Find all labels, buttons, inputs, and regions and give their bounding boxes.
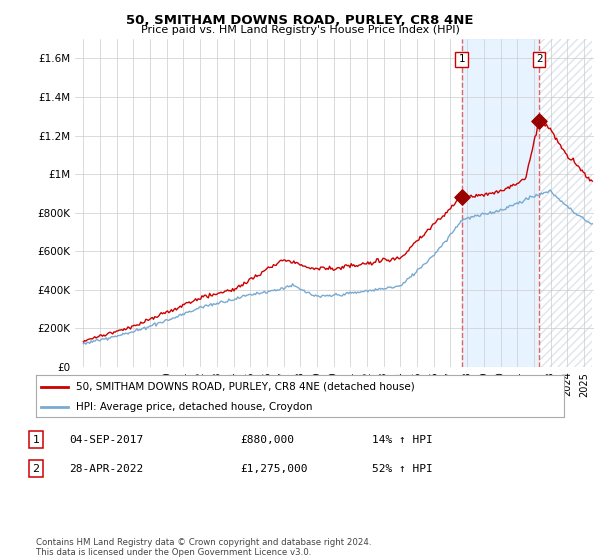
- Text: 2: 2: [32, 464, 40, 474]
- Text: 50, SMITHAM DOWNS ROAD, PURLEY, CR8 4NE (detached house): 50, SMITHAM DOWNS ROAD, PURLEY, CR8 4NE …: [76, 382, 415, 392]
- Text: £880,000: £880,000: [240, 435, 294, 445]
- Text: Contains HM Land Registry data © Crown copyright and database right 2024.
This d: Contains HM Land Registry data © Crown c…: [36, 538, 371, 557]
- Text: 14% ↑ HPI: 14% ↑ HPI: [372, 435, 433, 445]
- Point: [535, 116, 544, 125]
- Text: HPI: Average price, detached house, Croydon: HPI: Average price, detached house, Croy…: [76, 402, 312, 412]
- Text: 04-SEP-2017: 04-SEP-2017: [69, 435, 143, 445]
- Text: £1,275,000: £1,275,000: [240, 464, 308, 474]
- Bar: [461, 39, 539, 367]
- Text: Price paid vs. HM Land Registry's House Price Index (HPI): Price paid vs. HM Land Registry's House …: [140, 25, 460, 35]
- Text: 1: 1: [32, 435, 40, 445]
- Text: 28-APR-2022: 28-APR-2022: [69, 464, 143, 474]
- Text: 50, SMITHAM DOWNS ROAD, PURLEY, CR8 4NE: 50, SMITHAM DOWNS ROAD, PURLEY, CR8 4NE: [126, 14, 474, 27]
- Point: [457, 193, 466, 202]
- Text: 1: 1: [458, 54, 465, 64]
- Text: 2: 2: [536, 54, 542, 64]
- Text: 52% ↑ HPI: 52% ↑ HPI: [372, 464, 433, 474]
- Bar: [539, 39, 592, 367]
- Bar: [539, 39, 592, 367]
